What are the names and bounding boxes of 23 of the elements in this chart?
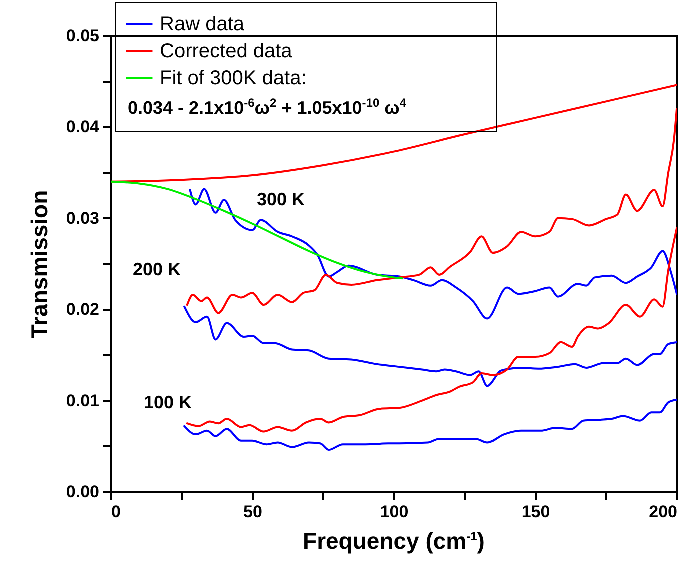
line-series [189, 188, 677, 320]
annotation: 100 K [144, 392, 192, 414]
x-tick-label: 150 [522, 502, 550, 522]
x-tick-label: 50 [244, 502, 262, 522]
line-series [184, 306, 677, 388]
annotation: 0.034 - 2.1x10$^{-6}$ω$^{2}$ + 1.05x10$^{-10}$ ω$^{4}$ [128, 96, 407, 119]
x-tick-label: 100 [380, 502, 409, 522]
y-tick-label: 0.04 [66, 118, 100, 137]
annotation: 200 K [132, 260, 182, 280]
y-tick-label: 0.03 [66, 208, 100, 228]
line-series [111, 180, 404, 280]
y-tick-label: 0.02 [66, 300, 100, 320]
y-tick-label: 0.00 [66, 482, 100, 502]
x-tick-label: 200 [649, 502, 678, 522]
legend-label: Fit of 300K data: [160, 68, 307, 90]
y-axis-title: Transmission [26, 190, 52, 339]
x-axis-title: Frequency (cm$^{-1}$) [302, 528, 486, 555]
y-tick-label: 0.01 [66, 391, 100, 410]
annotation: 300 K [256, 190, 306, 210]
legend-label: Raw data [160, 14, 246, 36]
legend-label: Corrected data [160, 40, 294, 62]
y-tick-label: 0.05 [66, 26, 100, 46]
x-tick-label: 0 [112, 502, 121, 522]
